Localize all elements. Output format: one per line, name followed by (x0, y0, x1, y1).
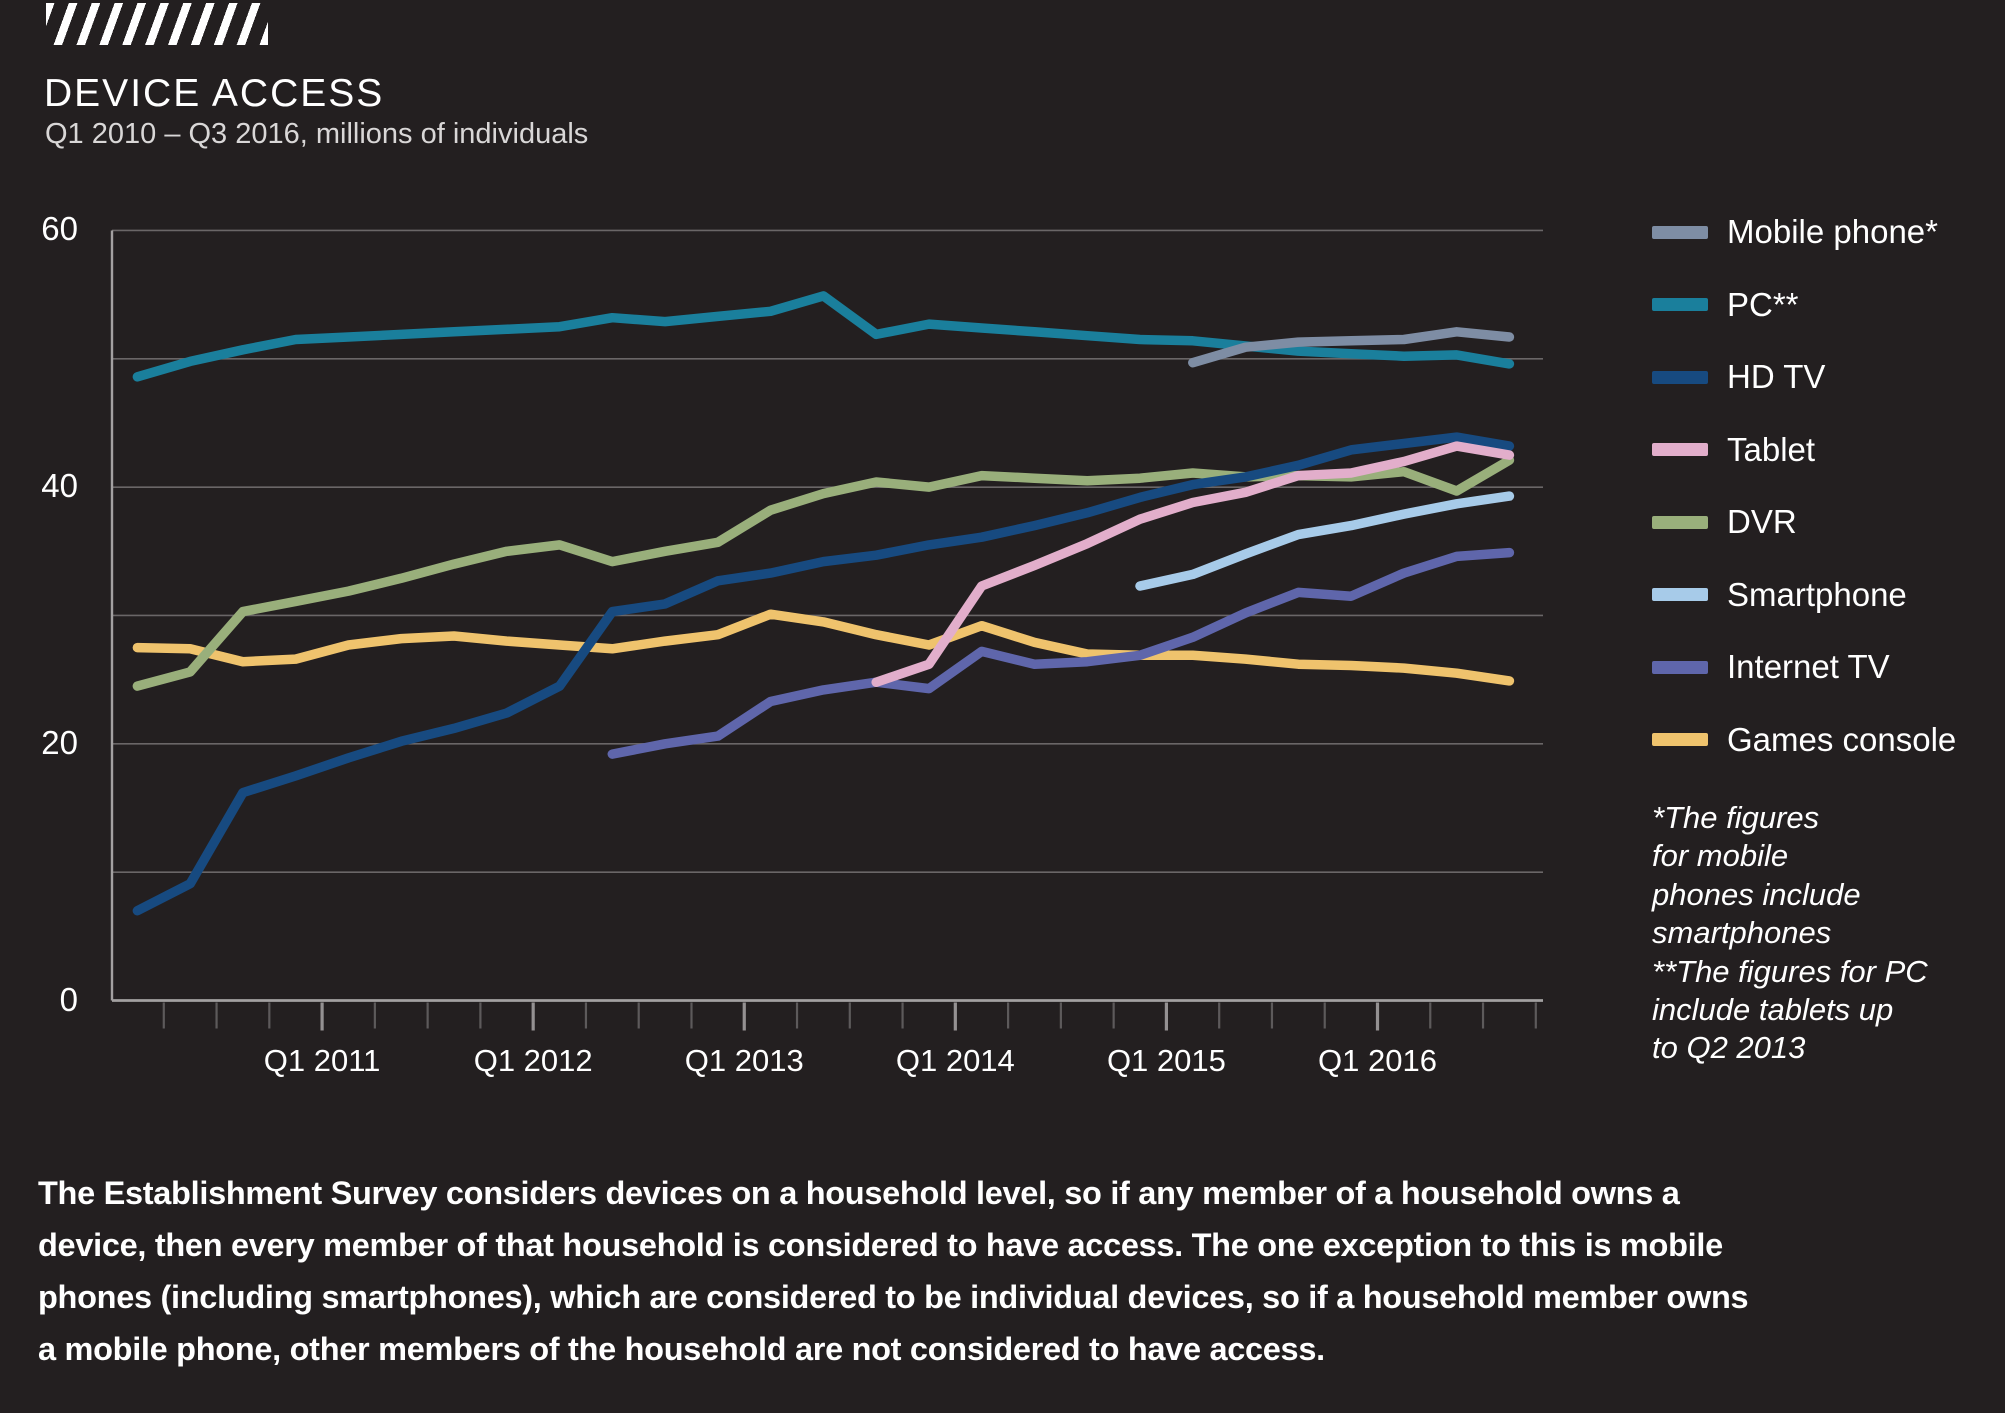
page-title: DEVICE ACCESS (44, 72, 385, 115)
y-axis-label-60: 60 (41, 210, 78, 248)
legend-item-dvr: DVR (1652, 486, 1956, 559)
legend-item-hd-tv: HD TV (1652, 341, 1956, 414)
y-axis-label-40: 40 (41, 467, 78, 505)
legend-swatch-hd-tv (1652, 370, 1708, 384)
legend-swatch-internet-tv (1652, 660, 1708, 674)
legend-footnote: *The figures for mobile phones include s… (1652, 800, 1928, 1066)
legend-swatch-games-console (1652, 733, 1708, 747)
x-axis-label-2011: Q1 2011 (263, 1043, 381, 1078)
y-axis-label-0: 0 (59, 980, 78, 1018)
x-axis-label-2015: Q1 2015 (1106, 1043, 1226, 1078)
legend-swatch-mobile-phone (1652, 225, 1708, 239)
legend-item-mobile-phone: Mobile phone* (1652, 196, 1956, 269)
y-axis-label-20: 20 (41, 724, 78, 762)
x-axis-label-2012: Q1 2012 (473, 1043, 593, 1078)
legend-item-games-console: Games console (1652, 704, 1956, 777)
hatched-stripes-logo (46, 3, 268, 45)
x-axis-label-2013: Q1 2013 (684, 1043, 804, 1078)
page-subtitle: Q1 2010 – Q3 2016, millions of individua… (45, 118, 589, 150)
legend-item-tablet: Tablet (1652, 414, 1956, 487)
legend-item-smartphone: Smartphone (1652, 559, 1956, 632)
x-axis-label-2014: Q1 2014 (895, 1043, 1015, 1078)
legend-swatch-pc (1652, 298, 1708, 312)
legend-swatch-tablet (1652, 443, 1708, 457)
legend-swatch-dvr (1652, 515, 1708, 529)
x-axis-label-2016: Q1 2016 (1318, 1043, 1437, 1078)
legend-swatch-smartphone (1652, 588, 1708, 602)
survey-methodology-note: The Establishment Survey considers devic… (38, 1175, 1749, 1367)
legend: Mobile phone* PC** HD TV Tablet DVR Smar… (1652, 196, 1956, 776)
legend-item-internet-tv: Internet TV (1652, 631, 1956, 704)
legend-item-pc: PC** (1652, 269, 1956, 342)
